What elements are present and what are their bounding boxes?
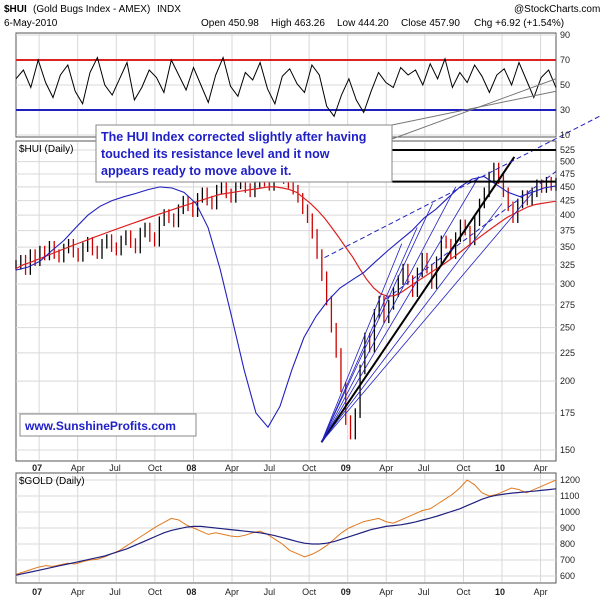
close-value: Close 457.90 (401, 18, 460, 29)
gold-x-tick-label: Apr (225, 587, 239, 597)
support-trend-line (320, 156, 516, 443)
callout-pointer-upper (391, 90, 557, 126)
price-y-tick-label: 300 (560, 279, 575, 289)
price-y-tick-label: 325 (560, 260, 575, 270)
exchange-label: INDX (157, 4, 181, 15)
symbol-label: $HUI (4, 4, 27, 15)
fan-line (321, 243, 403, 443)
price-x-tick-label: Oct (148, 463, 163, 473)
price-x-tick-label: Oct (456, 463, 471, 473)
gold-panel-title: $GOLD (Daily) (19, 476, 85, 487)
price-x-tick-label: Apr (534, 463, 548, 473)
price-panel-title: $HUI (Daily) (19, 144, 73, 155)
gold-x-tick-label: 08 (186, 587, 196, 597)
price-y-tick-label: 350 (560, 242, 575, 252)
price-x-tick-label: 09 (341, 463, 351, 473)
gold-x-tick-label: 10 (495, 587, 505, 597)
price-y-tick-label: 225 (560, 348, 575, 358)
gold-y-tick-label: 1100 (560, 491, 579, 501)
channel-upper-line (324, 114, 602, 259)
fan-line (321, 227, 418, 443)
gold-x-tick-label: 09 (341, 587, 351, 597)
price-y-tick-label: 375 (560, 226, 575, 236)
annotation-line-2: touched its resistance level and it now (101, 147, 330, 161)
fan-line (321, 192, 534, 443)
gold-y-tick-label: 700 (560, 555, 575, 565)
price-y-tick-label: 200 (560, 376, 575, 386)
index-name: (Gold Bugs Index - AMEX) (33, 4, 150, 15)
gold-y-tick-label: 1000 (560, 507, 580, 517)
fan-line (321, 203, 503, 443)
change-value: Chg +6.92 (+1.54%) (474, 18, 564, 29)
watermark-label: @StockCharts.com (514, 4, 600, 15)
gold-x-tick-label: Apr (71, 587, 85, 597)
gold-ma-line (15, 488, 557, 576)
price-y-tick-label: 525 (560, 145, 575, 155)
price-x-tick-label: Apr (71, 463, 85, 473)
website-label[interactable]: www.SunshineProfits.com (24, 419, 176, 433)
gold-y-tick-label: 600 (560, 571, 575, 581)
gold-x-tick-label: Apr (534, 587, 548, 597)
gold-x-tick-label: Apr (379, 587, 393, 597)
channel-lower-line (385, 171, 557, 300)
gold-x-tick-label: Jul (264, 587, 276, 597)
low-value: Low 444.20 (337, 18, 389, 29)
rsi-line (15, 55, 557, 118)
price-x-tick-label: Oct (302, 463, 317, 473)
price-ma-long-line (15, 186, 557, 297)
fan-line (321, 186, 457, 443)
gold-x-tick-label: Oct (456, 587, 471, 597)
price-y-tick-label: 425 (560, 196, 575, 206)
price-y-tick-label: 400 (560, 210, 575, 220)
gold-x-tick-label: Oct (302, 587, 317, 597)
high-value: High 463.26 (271, 18, 325, 29)
price-y-tick-label: 150 (560, 445, 575, 455)
gold-x-tick-label: Jul (418, 587, 430, 597)
rsi-y-tick-label: 90 (560, 30, 570, 40)
gold-y-tick-label: 800 (560, 539, 575, 549)
open-value: Open 450.98 (201, 18, 259, 29)
price-x-tick-label: Apr (225, 463, 239, 473)
price-y-tick-label: 250 (560, 323, 575, 333)
price-y-tick-label: 500 (560, 157, 575, 167)
gold-x-tick-label: Oct (148, 587, 163, 597)
price-x-tick-label: 10 (495, 463, 505, 473)
price-y-tick-label: 275 (560, 300, 575, 310)
rsi-y-tick-label: 70 (560, 55, 570, 65)
website-box (19, 413, 197, 437)
rsi-y-tick-label: 30 (560, 105, 570, 115)
gold-y-tick-label: 1200 (560, 475, 580, 485)
gold-x-tick-label: 07 (32, 587, 42, 597)
fan-line (321, 176, 480, 443)
price-x-tick-label: 08 (186, 463, 196, 473)
price-ma-short-line (15, 175, 557, 429)
annotation-line-3: appears ready to move above it. (101, 164, 291, 178)
rsi-y-tick-label: 50 (560, 80, 570, 90)
price-x-tick-label: Apr (379, 463, 393, 473)
rsi-y-tick-label: 10 (560, 130, 570, 140)
fan-line (321, 203, 433, 443)
price-y-tick-label: 450 (560, 182, 575, 192)
price-x-tick-label: Jul (109, 463, 121, 473)
price-x-tick-label: 07 (32, 463, 42, 473)
callout-pointer-lower (391, 78, 557, 140)
gold-y-tick-label: 900 (560, 523, 575, 533)
price-x-tick-label: Jul (418, 463, 430, 473)
annotation-box (95, 124, 393, 183)
price-y-tick-label: 175 (560, 408, 575, 418)
price-y-tick-label: 475 (560, 169, 575, 179)
date-label: 6-May-2010 (4, 18, 58, 29)
annotation-line-1: The HUI Index corrected slightly after h… (101, 130, 366, 144)
gold-x-tick-label: Jul (109, 587, 121, 597)
gold-price-line (15, 479, 557, 575)
price-x-tick-label: Jul (264, 463, 276, 473)
